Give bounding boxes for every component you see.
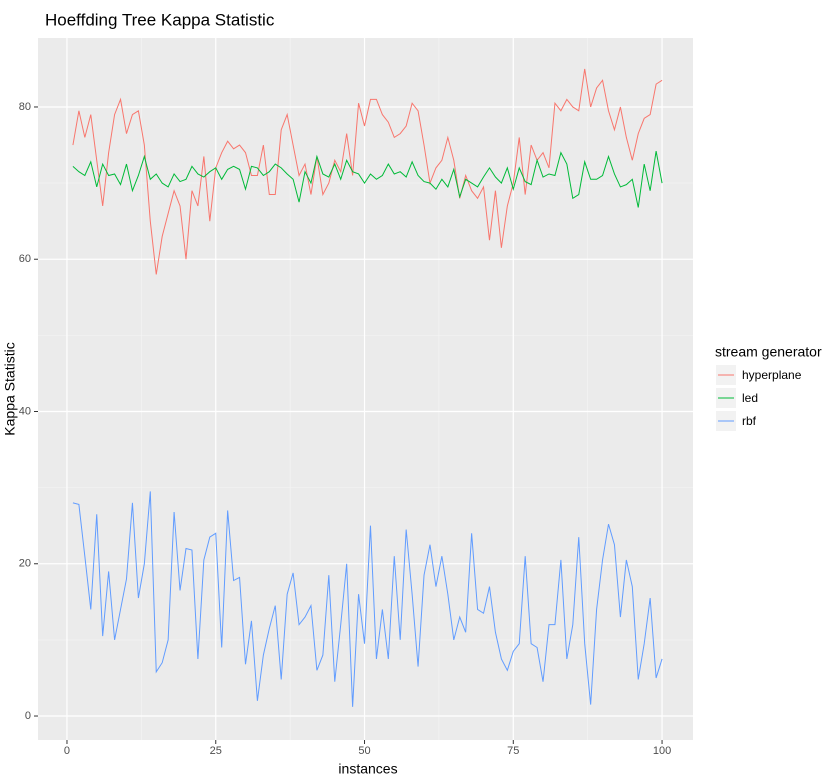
legend-label: hyperplane (742, 368, 802, 382)
line-series (72, 491, 663, 707)
x-axis-title: instances (338, 761, 397, 777)
line-series (72, 151, 663, 208)
y-axis-title: Kappa Statistic (2, 342, 18, 435)
chart-title: Hoeffding Tree Kappa Statistic (45, 10, 275, 29)
y-tick-label: 60 (19, 253, 31, 265)
x-tick-label: 75 (507, 745, 519, 757)
legend-title: stream generator (715, 344, 822, 360)
x-tick-label: 0 (64, 745, 70, 757)
x-tick-label: 100 (653, 745, 671, 757)
y-tick-label: 0 (25, 710, 31, 722)
legend-label: led (742, 391, 758, 405)
legend-label: rbf (742, 414, 757, 428)
y-tick-label: 20 (19, 558, 31, 570)
x-tick-label: 25 (210, 745, 222, 757)
x-tick-label: 50 (358, 745, 370, 757)
y-tick-label: 80 (19, 101, 31, 113)
y-tick-label: 40 (19, 405, 31, 417)
line-series (72, 68, 663, 275)
